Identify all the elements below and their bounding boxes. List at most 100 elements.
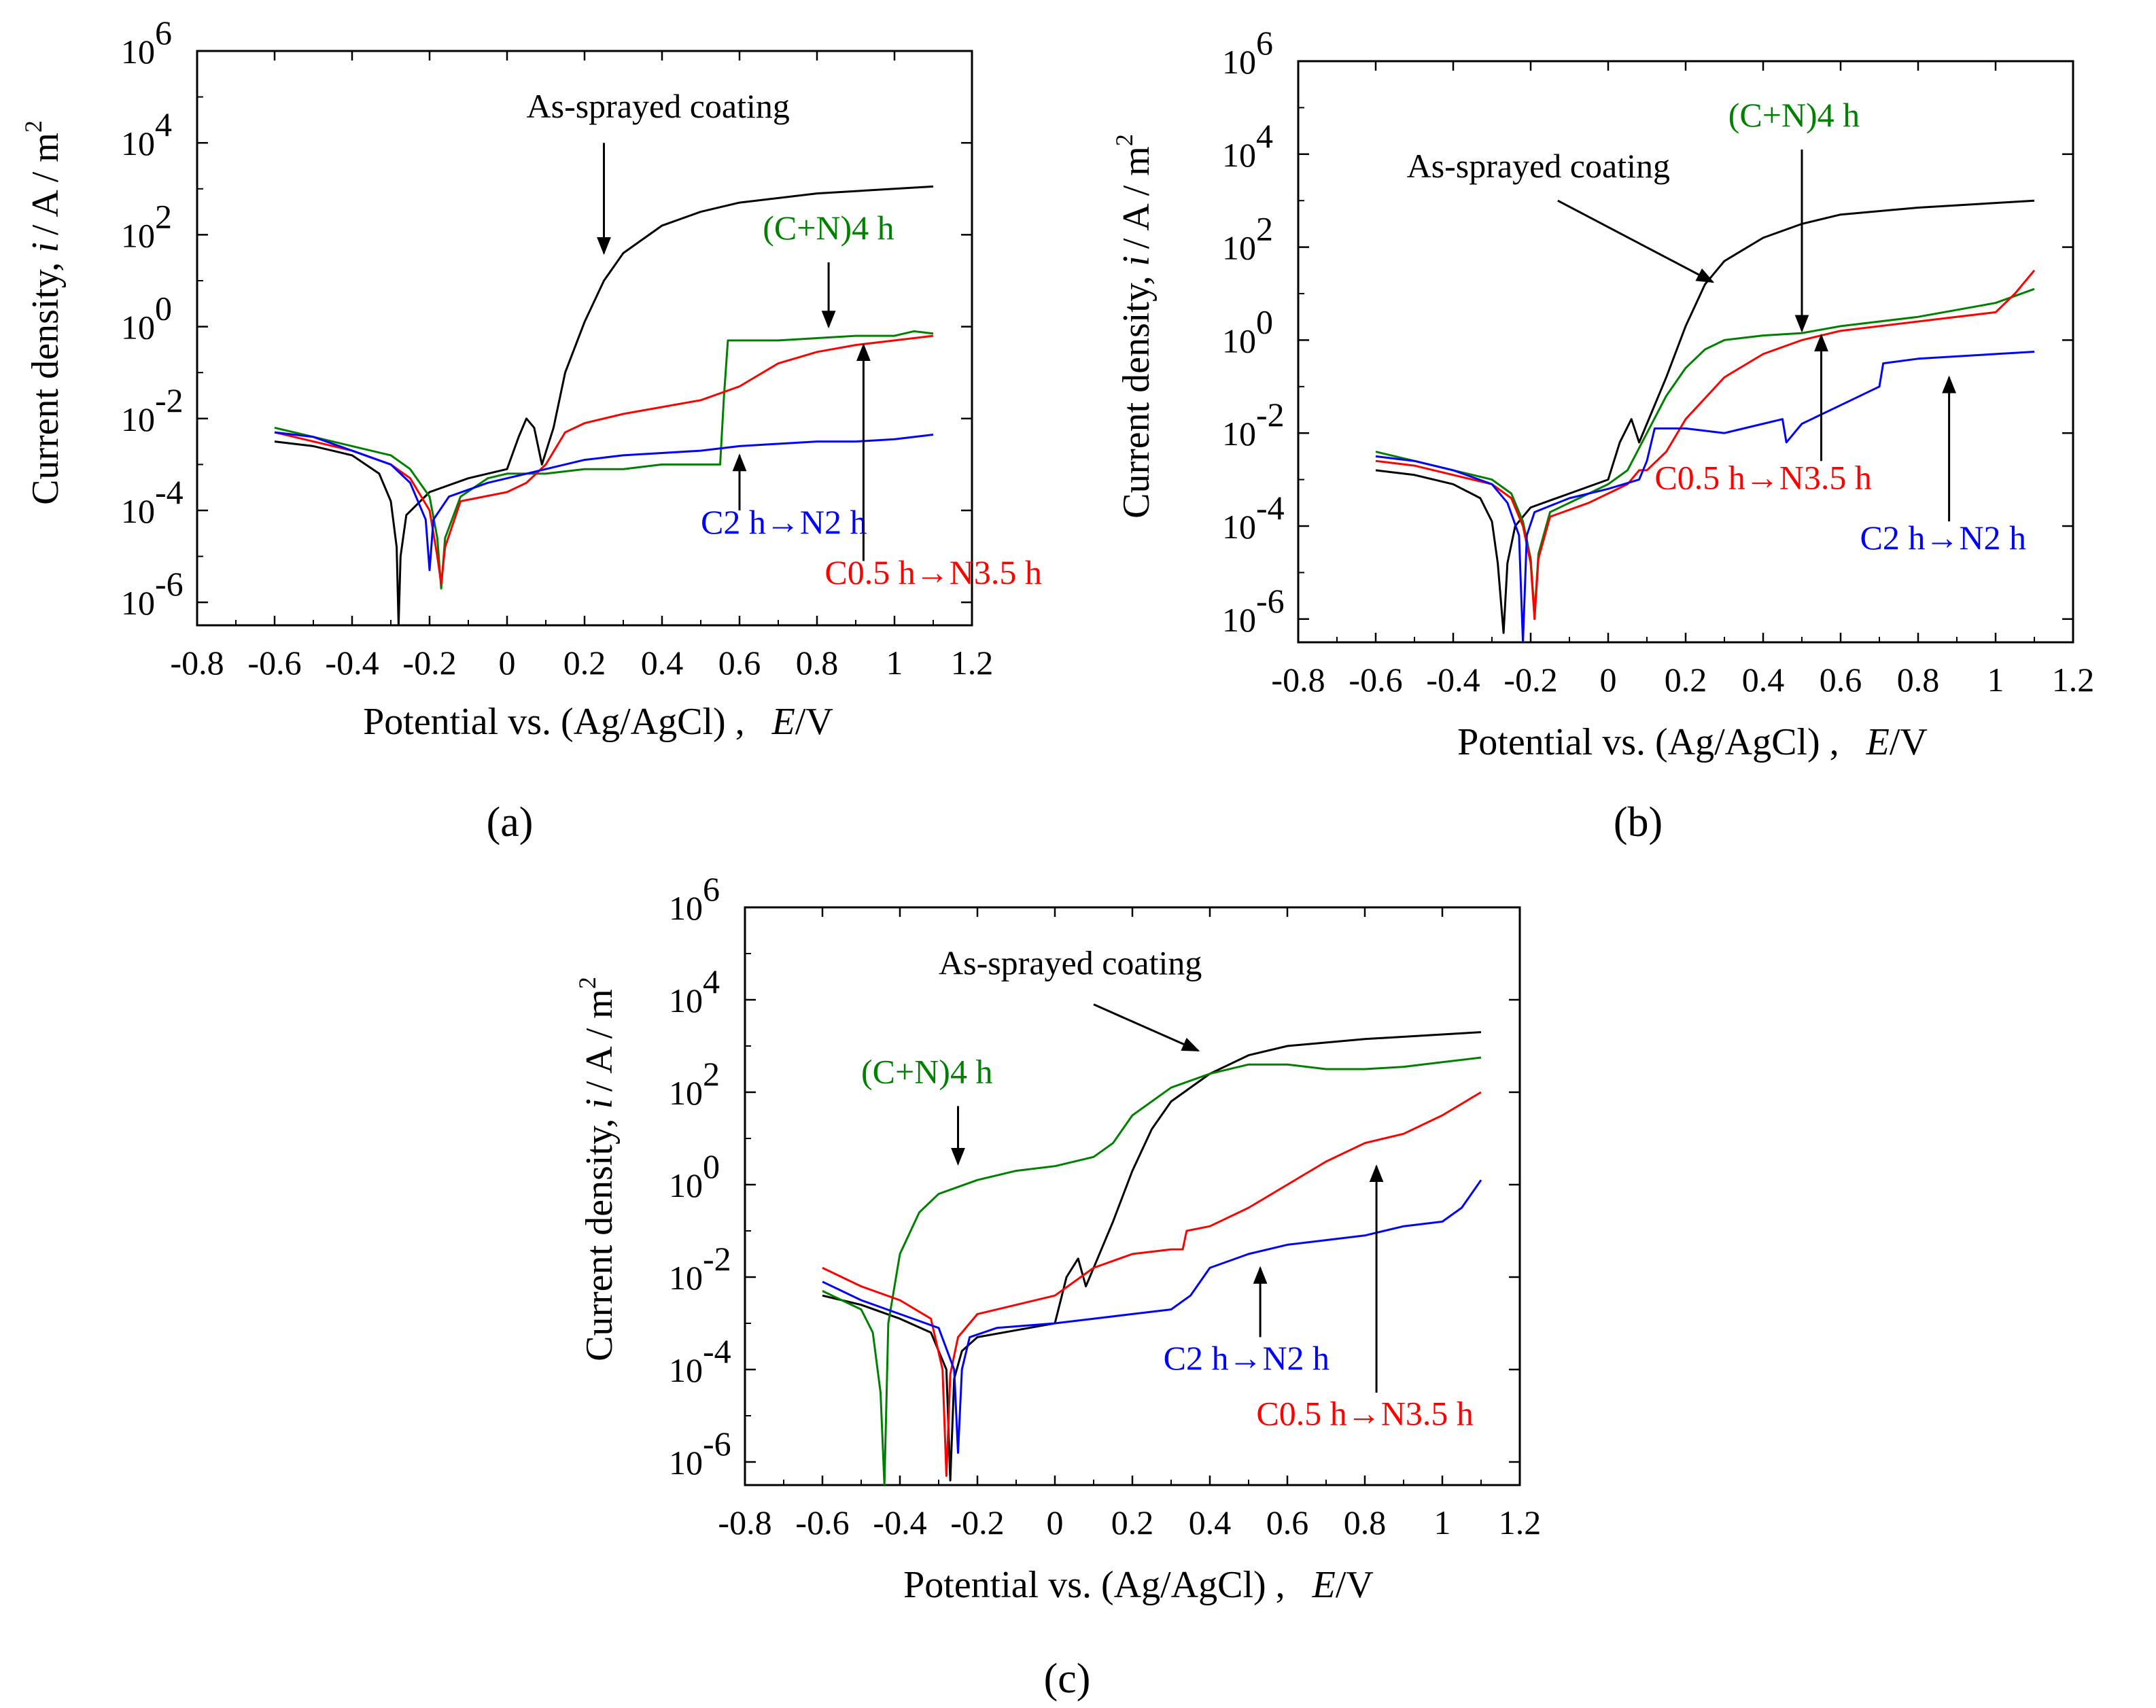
x-axis-label-var: E	[1312, 1564, 1336, 1606]
y-tick-label: 10	[1222, 601, 1256, 639]
annotation-label-c05_n35: C0.5 h→N3.5 h	[824, 553, 1041, 591]
y-tick-base: 10	[1222, 508, 1256, 546]
y-axis-label-main: Current density,	[1115, 276, 1158, 519]
y-tick-base: 10	[1222, 136, 1256, 174]
y-tick-base: 10	[121, 584, 155, 622]
series-line-c05_n35	[822, 1091, 1482, 1477]
x-axis-label-unit: /V	[1336, 1564, 1374, 1606]
x-tick-label: 0.8	[796, 644, 839, 682]
y-axis-label-var: i	[24, 242, 67, 253]
y-tick-label: 10	[121, 309, 155, 347]
x-tick-label: 0.4	[1189, 1503, 1232, 1541]
x-axis-label-unit: /V	[1890, 721, 1928, 763]
y-tick-exponent: 2	[703, 1055, 720, 1093]
y-tick-label: 10	[1222, 43, 1256, 81]
y-tick-label: 10	[669, 1444, 703, 1482]
x-tick-label: 0.6	[1266, 1503, 1309, 1541]
y-tick-label: 10	[121, 584, 155, 622]
x-tick-label: -0.6	[247, 644, 301, 682]
x-axis-label: Potential vs. (Ag/AgCl) , E/V	[903, 1564, 1374, 1606]
y-tick-exponent: 4	[155, 105, 172, 143]
y-tick-base: 10	[669, 1074, 703, 1112]
panel-b: -0.8 -0.6 -0.4 -0.2 0 0.2 0.4 0.6 0.8 1 1.210 610 41…	[1111, 24, 2094, 763]
annotation-label-c2_n2: C2 h→N2 h	[701, 503, 867, 541]
y-tick-label: 10	[669, 1259, 703, 1297]
annotation-label-c2_n2: C2 h→N2 h	[1860, 519, 2026, 557]
y-tick-exponent: 0	[1256, 302, 1273, 341]
annotation-label-c05_n35: C0.5 h→N3.5 h	[1654, 458, 1871, 496]
x-tick-label: 1	[886, 644, 903, 682]
x-tick-label: 0.2	[1111, 1503, 1154, 1541]
series-line-as_sprayed	[822, 1031, 1482, 1482]
y-tick-base: 10	[1222, 321, 1256, 360]
y-tick-base: 10	[1222, 229, 1256, 267]
annotation-label-cn4h: (C+N)4 h	[763, 209, 894, 247]
y-tick-label: 10	[121, 216, 155, 254]
y-tick-exponent: 2	[1256, 210, 1273, 248]
y-tick-exponent: -4	[155, 473, 184, 511]
series-group	[822, 1031, 1482, 1485]
x-tick-label: 0	[1047, 1503, 1064, 1541]
annotation-label-cn4h: (C+N)4 h	[861, 1052, 992, 1090]
x-tick-label: 0	[1600, 661, 1617, 699]
y-tick-base: 10	[669, 1351, 703, 1389]
x-axis-label-var: E	[1866, 721, 1890, 763]
y-tick-label: 10	[1222, 508, 1256, 546]
y-tick-exponent: -6	[703, 1425, 731, 1463]
y-tick-exponent: 2	[155, 197, 172, 235]
series-line-c2_n2	[274, 431, 934, 572]
y-tick-label: 10	[669, 1074, 703, 1112]
y-axis-label: Current density, i / A / m2	[1111, 134, 1158, 519]
y-tick-label: 10	[669, 1166, 703, 1204]
x-tick-label: 1.2	[2052, 661, 2095, 699]
y-tick-base: 10	[121, 124, 155, 162]
y-tick-exponent: 6	[1256, 24, 1273, 62]
y-tick-label: 10	[669, 1351, 703, 1389]
annotation-arrow-as_sprayed	[1557, 199, 1715, 283]
x-tick-label: 1.2	[951, 644, 994, 682]
y-axis-label: Current density, i / A / m2	[574, 977, 621, 1361]
y-axis-label-sup: 2	[20, 120, 47, 133]
x-tick-label: 0.6	[718, 644, 761, 682]
x-tick-label: 0.8	[1897, 661, 1940, 699]
y-tick-base: 10	[1222, 415, 1256, 453]
series-line-c05_n35	[1375, 269, 2036, 621]
x-axis-label: Potential vs. (Ag/AgCl) , E/V	[363, 701, 833, 743]
x-tick-label: -0.2	[1503, 661, 1557, 699]
series-line-c2_n2	[1375, 351, 2035, 642]
y-axis-label: Current density, i / A / m2	[20, 120, 67, 505]
x-tick-label: -0.2	[402, 644, 456, 682]
y-tick-exponent: -4	[703, 1332, 731, 1370]
panel-label: (b)	[1614, 799, 1663, 846]
x-tick-label: 1	[1434, 1503, 1451, 1541]
y-axis-label-main: Current density,	[578, 1119, 621, 1361]
y-tick-base: 10	[1222, 43, 1256, 81]
x-tick-label: -0.6	[795, 1503, 849, 1541]
annotation-label-as_sprayed: As-sprayed coating	[527, 87, 790, 125]
y-axis-label-unit: / A / m	[1115, 146, 1158, 249]
annotation-label-cn4h: (C+N)4 h	[1728, 96, 1860, 134]
x-tick-label: 1	[1987, 661, 2004, 699]
x-tick-label: 0.2	[1665, 661, 1707, 699]
y-tick-label: 10	[121, 33, 155, 71]
y-tick-base: 10	[669, 1166, 703, 1204]
y-tick-base: 10	[121, 309, 155, 347]
y-axis-label-var: i	[578, 1098, 621, 1109]
annotation-label-as_sprayed: As-sprayed coating	[1407, 147, 1670, 185]
y-tick-label: 10	[669, 981, 703, 1019]
panel-c: -0.8 -0.6 -0.4 -0.2 0 0.2 0.4 0.6 0.8 1 1.210 610 41…	[574, 870, 1541, 1606]
y-tick-label: 10	[669, 889, 703, 927]
y-tick-exponent: 4	[1256, 117, 1273, 155]
panel-a: -0.8 -0.6 -0.4 -0.2 0 0.2 0.4 0.6 0.8 1 1.210 610 41…	[20, 14, 1042, 743]
y-tick-base: 10	[1222, 601, 1256, 639]
y-axis-label-main: Current density,	[24, 262, 67, 505]
series-line-as_sprayed	[274, 185, 934, 625]
y-tick-exponent: -4	[1256, 489, 1285, 527]
y-tick-exponent: -6	[155, 565, 184, 603]
x-tick-label: -0.4	[325, 644, 379, 682]
x-tick-label: -0.4	[873, 1503, 926, 1541]
x-tick-label: -0.8	[718, 1503, 771, 1541]
x-tick-label: 0.4	[1742, 661, 1785, 699]
annotation-label-as_sprayed: As-sprayed coating	[939, 944, 1202, 982]
series-line-cn4h	[1375, 287, 2035, 616]
